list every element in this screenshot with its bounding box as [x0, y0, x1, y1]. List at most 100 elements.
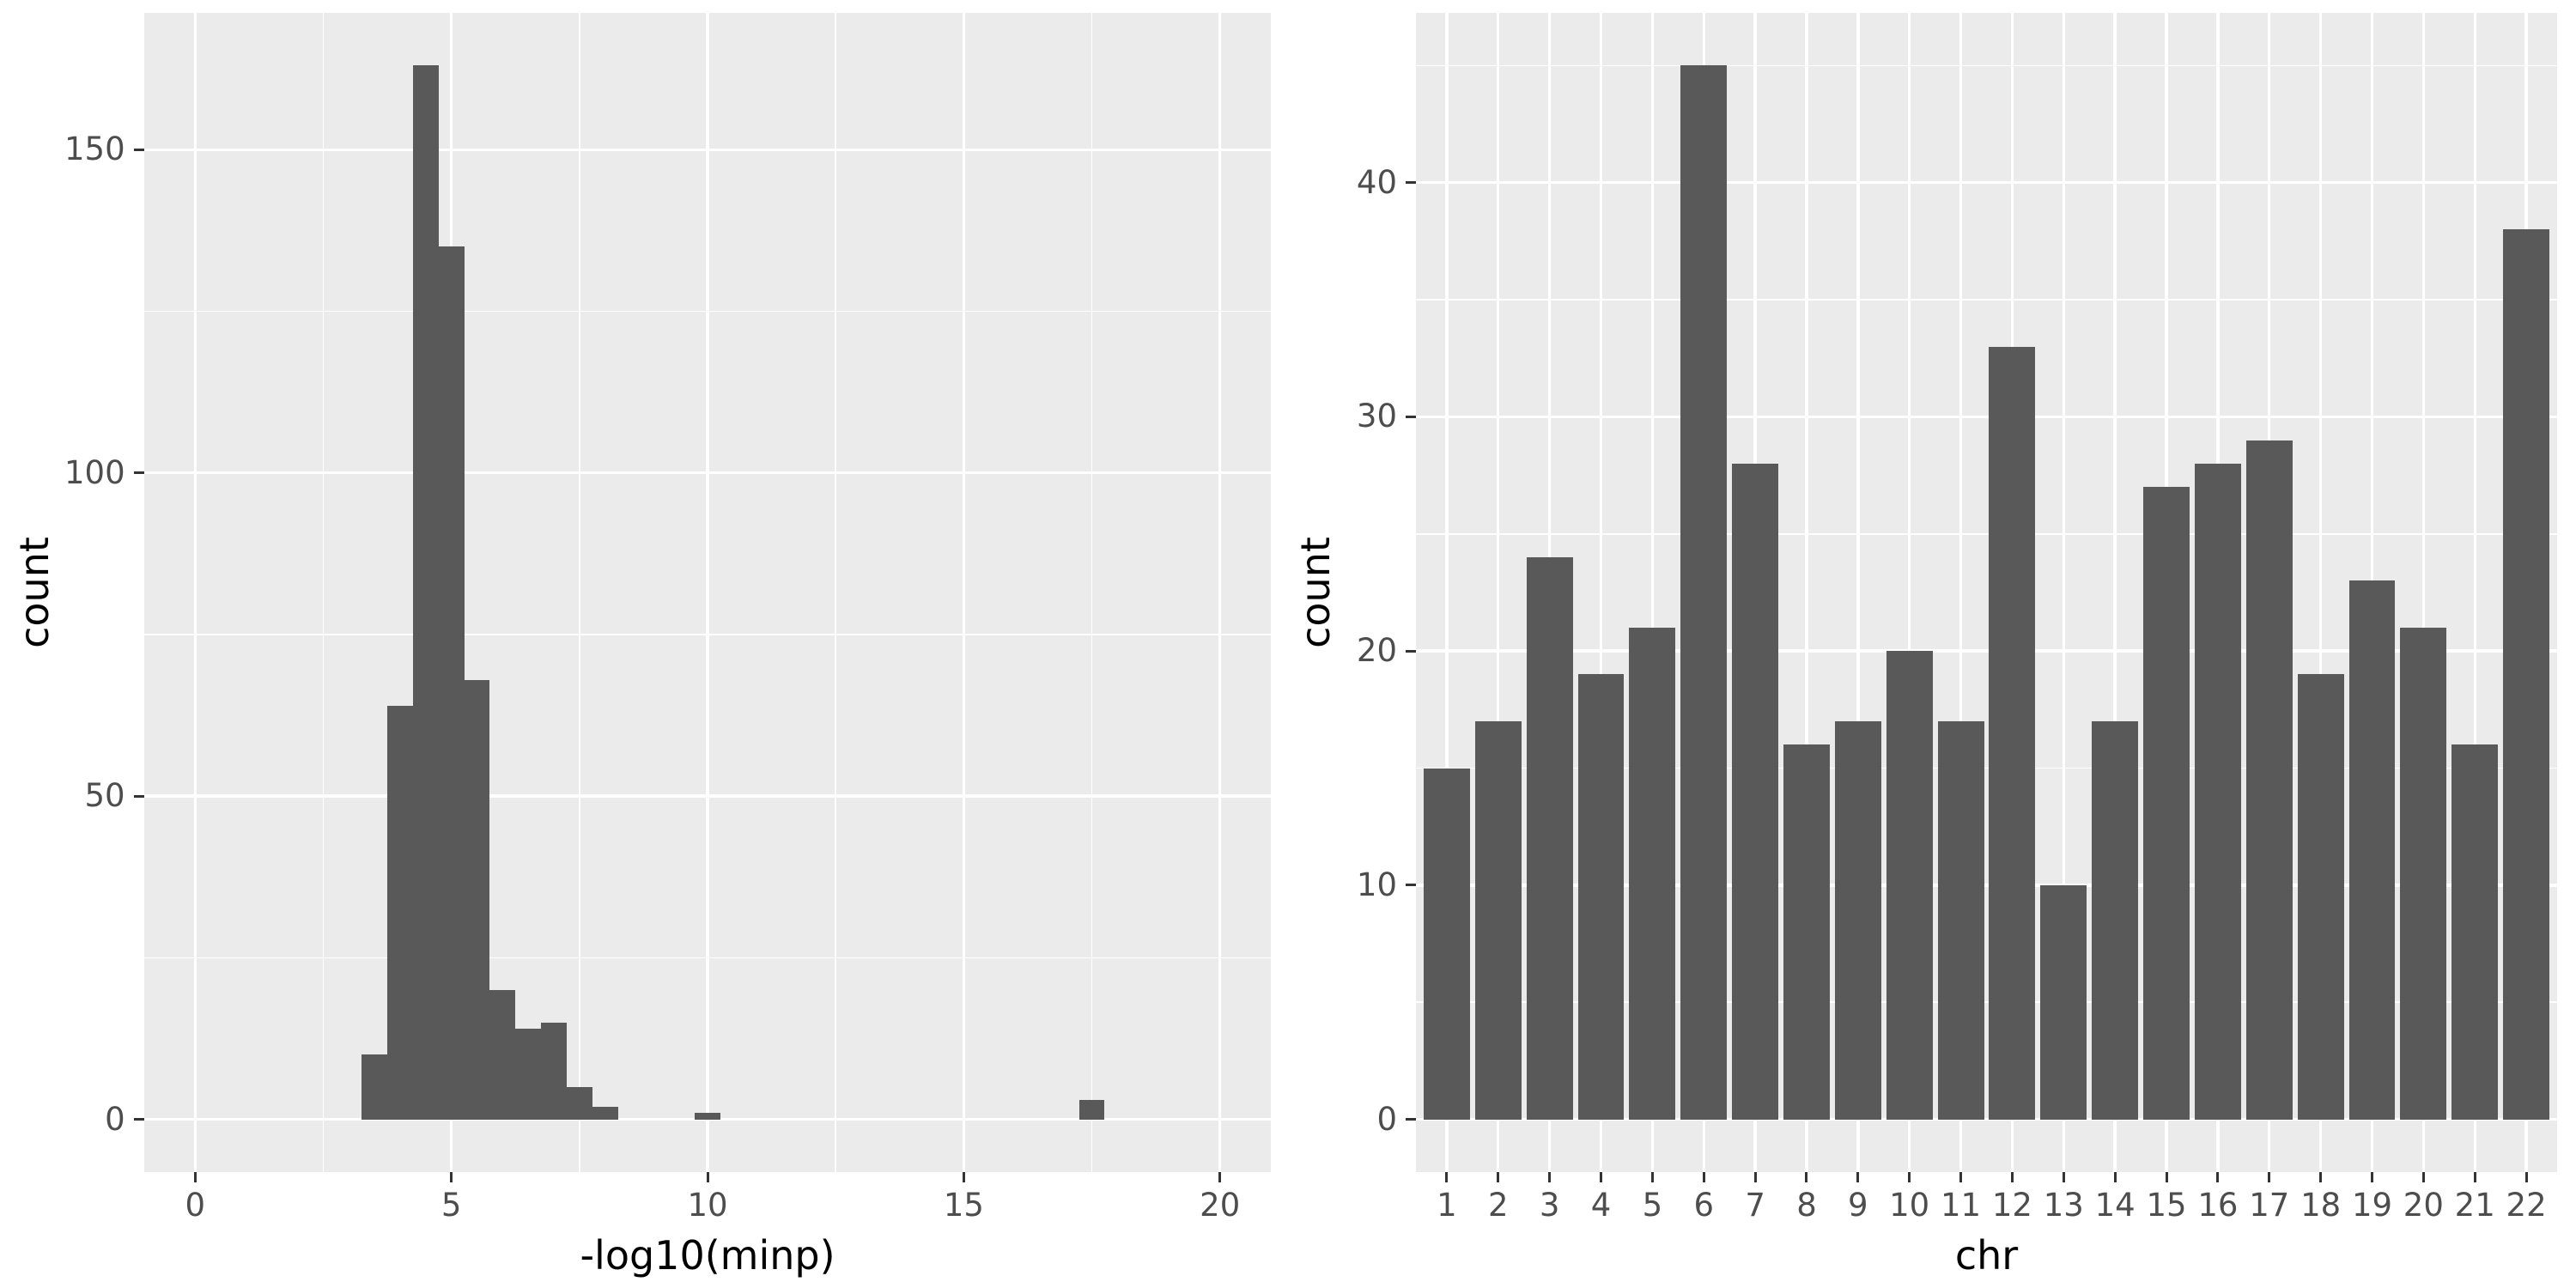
x-tick-mark — [1908, 1172, 1911, 1182]
bar — [1526, 557, 1573, 1120]
x-tick-mark — [2216, 1172, 2220, 1182]
x-tick-label: 16 — [2197, 1187, 2239, 1224]
bar — [2400, 627, 2447, 1120]
x-tick-mark — [2010, 1172, 2014, 1182]
histogram-bar — [592, 1106, 618, 1120]
x-tick-mark — [962, 1172, 965, 1182]
y-tick-mark — [1406, 649, 1416, 653]
bar — [2503, 229, 2550, 1120]
bar — [2297, 674, 2344, 1120]
y-tick-mark — [1406, 884, 1416, 887]
y-tick-mark — [1406, 181, 1416, 185]
y-tick-mark — [1406, 1118, 1416, 1121]
x-tick-label: 12 — [1991, 1187, 2032, 1224]
bar — [1886, 651, 1933, 1120]
x-tick-mark — [2062, 1172, 2065, 1182]
y-tick-mark — [133, 471, 144, 475]
x-tick-label: 20 — [2403, 1187, 2444, 1224]
x-tick-label: 19 — [2351, 1187, 2393, 1224]
histogram-bar — [1078, 1100, 1105, 1120]
left-y-axis-title: count — [11, 537, 58, 648]
bar — [1423, 768, 1470, 1120]
bar — [2194, 464, 2241, 1120]
v-gridline-major — [2318, 13, 2323, 1172]
x-tick-mark — [450, 1172, 453, 1182]
x-tick-mark — [1548, 1172, 1552, 1182]
y-tick-mark — [133, 148, 144, 151]
v-gridline-major — [962, 13, 966, 1172]
x-tick-label: 10 — [687, 1187, 728, 1224]
bar — [1680, 65, 1728, 1120]
x-tick-label: 6 — [1693, 1187, 1714, 1224]
histogram-bar — [438, 246, 465, 1120]
y-tick-label: 150 — [64, 131, 125, 168]
bar — [1577, 674, 1625, 1120]
x-tick-mark — [1218, 1172, 1222, 1182]
x-tick-label: 13 — [2043, 1187, 2084, 1224]
x-tick-label: 15 — [943, 1187, 984, 1224]
right-y-axis-title: count — [1292, 537, 1339, 648]
v-gridline-major — [1497, 13, 1500, 1172]
x-tick-mark — [1959, 1172, 1963, 1182]
v-gridline-major — [1856, 13, 1860, 1172]
x-tick-label: 10 — [1889, 1187, 1930, 1224]
v-gridline-minor — [835, 13, 837, 1172]
y-tick-label: 50 — [84, 777, 125, 815]
h-gridline-major — [1416, 649, 2557, 653]
bar — [2451, 744, 2499, 1120]
h-gridline-major — [1416, 884, 2557, 887]
bar — [1629, 627, 1676, 1120]
y-tick-mark — [133, 1118, 144, 1121]
bar — [1732, 464, 1779, 1120]
right-x-axis-title: chr — [1954, 1232, 2019, 1279]
h-gridline-minor — [1416, 532, 2557, 535]
x-tick-label: 0 — [185, 1187, 206, 1224]
y-tick-label: 40 — [1356, 163, 1397, 201]
x-tick-label: 8 — [1796, 1187, 1817, 1224]
v-gridline-major — [2421, 13, 2426, 1172]
x-tick-label: 17 — [2249, 1187, 2290, 1224]
histogram-bar — [541, 1022, 567, 1120]
x-tick-label: 7 — [1745, 1187, 1765, 1224]
bar — [1783, 744, 1830, 1120]
v-gridline-minor — [1091, 13, 1093, 1172]
v-gridline-major — [1908, 13, 1911, 1172]
y-tick-mark — [1406, 415, 1416, 418]
x-tick-label: 5 — [1642, 1187, 1663, 1224]
histogram-bar — [412, 65, 439, 1120]
y-tick-label: 100 — [64, 453, 125, 491]
histogram-bar — [489, 990, 516, 1120]
bar — [2143, 487, 2190, 1120]
v-gridline-major — [2062, 13, 2065, 1172]
x-tick-label: 5 — [440, 1187, 462, 1224]
x-tick-mark — [1805, 1172, 1808, 1182]
x-tick-label: 14 — [2094, 1187, 2136, 1224]
x-tick-mark — [1856, 1172, 1860, 1182]
h-gridline-major — [1416, 181, 2557, 185]
x-tick-mark — [2473, 1172, 2476, 1182]
v-gridline-major — [193, 13, 197, 1172]
h-gridline-minor — [1416, 767, 2557, 769]
x-tick-mark — [1445, 1172, 1449, 1182]
x-tick-label: 18 — [2300, 1187, 2342, 1224]
x-tick-label: 15 — [2146, 1187, 2187, 1224]
v-gridline-major — [1805, 13, 1808, 1172]
v-gridline-major — [1599, 13, 1603, 1172]
x-tick-label: 1 — [1437, 1187, 1457, 1224]
x-tick-mark — [193, 1172, 197, 1182]
v-gridline-major — [2473, 13, 2476, 1172]
y-tick-label: 30 — [1356, 398, 1397, 435]
x-tick-mark — [2113, 1172, 2117, 1182]
histogram-bar — [566, 1086, 592, 1120]
v-gridline-major — [1959, 13, 1963, 1172]
histogram-bar — [695, 1113, 720, 1120]
x-tick-mark — [2370, 1172, 2373, 1182]
x-tick-mark — [2268, 1172, 2271, 1182]
v-gridline-minor — [578, 13, 580, 1172]
x-tick-mark — [1600, 1172, 1602, 1182]
y-tick-label: 0 — [1376, 1100, 1397, 1138]
v-gridline-major — [706, 13, 709, 1172]
x-tick-label: 22 — [2506, 1187, 2547, 1224]
bar — [1834, 721, 1881, 1120]
h-gridline-major — [1416, 1117, 2557, 1121]
